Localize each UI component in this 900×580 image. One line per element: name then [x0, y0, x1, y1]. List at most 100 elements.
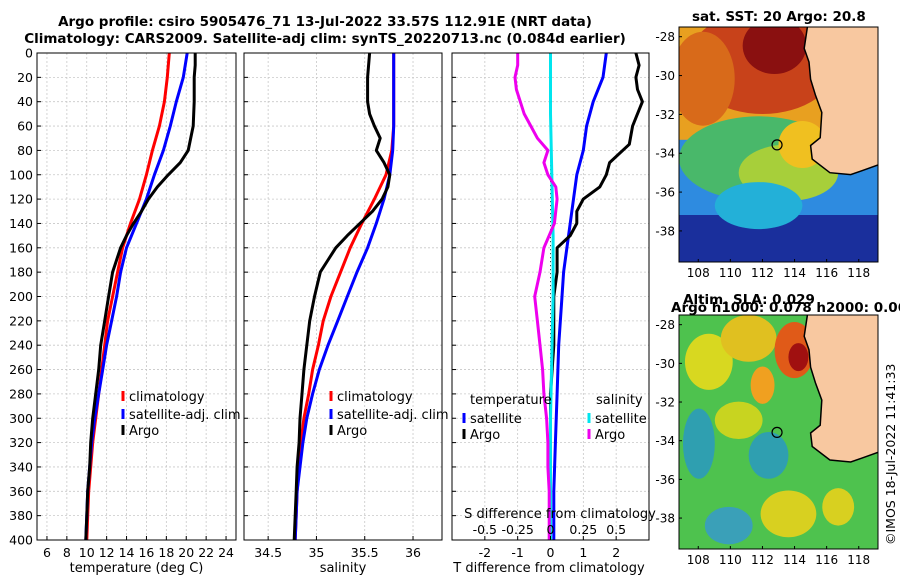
temperature-background — [37, 53, 236, 540]
sla-ytick-label: -38 — [655, 512, 675, 526]
temp-series-climatology — [85, 52, 171, 541]
sst-xtick-label: 112 — [751, 266, 774, 280]
temp-series-argo — [84, 53, 197, 541]
temp-ytick-label: 100 — [9, 167, 33, 182]
temp-ytick-label: 300 — [9, 411, 33, 426]
sal-legend-label: satellite-adj. clim — [337, 408, 449, 423]
temp-ytick-label: 400 — [9, 533, 33, 548]
sla-anomaly-blob — [684, 333, 733, 390]
sla-xtick-label: 116 — [815, 553, 838, 567]
sla-anomaly-blob — [714, 401, 763, 440]
temp-legend-label: satellite-adj. clim — [129, 408, 241, 423]
sla-xtick-label: 114 — [783, 553, 806, 567]
diff-xtick-label: 2 — [612, 545, 620, 560]
sst-xtick-label: 110 — [719, 266, 742, 280]
sal-legend-label: climatology — [337, 390, 413, 405]
sla-base — [679, 315, 878, 549]
temp-xtick-label: 16 — [138, 545, 154, 560]
sst-hot-west — [679, 31, 735, 126]
sst-map-title: sat. SST: 20 Argo: 20.8 — [692, 9, 866, 25]
temp-xtick-label: 20 — [178, 545, 194, 560]
temp-xtick-label: 8 — [63, 545, 71, 560]
sal-xtick-label: 36 — [405, 545, 421, 560]
sla-land — [804, 315, 878, 462]
sst-xtick-label: 114 — [783, 266, 806, 280]
temp-xtick-label: 10 — [79, 545, 95, 560]
sla-xtick-label: 110 — [719, 553, 742, 567]
temp-ytick-label: 200 — [9, 289, 33, 304]
temp-ytick-label: 280 — [9, 386, 33, 401]
sst-hot-core — [686, 27, 839, 114]
temp-ytick-label: 160 — [9, 240, 33, 255]
temp-ytick-label: 320 — [9, 435, 33, 450]
sla-anomaly-blob — [760, 490, 817, 538]
sla-ytick-label: -36 — [655, 473, 675, 487]
sal-xtick-label: 35.5 — [351, 545, 379, 560]
temp-xtick-label: 24 — [218, 545, 234, 560]
temp-xtick-label: 12 — [99, 545, 115, 560]
temp-ytick-label: 0 — [25, 46, 33, 61]
sst-argo-marker — [771, 139, 783, 151]
diff-legend-left-header: temperature — [470, 393, 552, 408]
diff-t-argo — [549, 52, 644, 540]
sst-xtick-label: 118 — [847, 266, 870, 280]
salinity-background — [244, 53, 442, 540]
diff-s-tick-label: 0 — [547, 522, 555, 537]
difference-frame — [451, 52, 650, 541]
sst-panel: 108 110 112 114 116 118 -28 -30 -32 -34 -36 -38 — [655, 26, 879, 280]
sal-xtick-label: 35 — [308, 545, 324, 560]
temp-ytick-label: 260 — [9, 362, 33, 377]
temp-ytick-label: 80 — [17, 143, 33, 158]
diff-s-tick-label: -0.25 — [501, 522, 533, 537]
sal-series-argo — [292, 52, 392, 541]
temp-series-satellite — [84, 52, 189, 541]
diff-xtick-label: -2 — [479, 545, 491, 560]
diff-s-tick-label: 0.25 — [569, 522, 597, 537]
temperature-frame — [36, 52, 237, 541]
temp-ytick-label: 140 — [9, 216, 33, 231]
sst-yellow-patch — [738, 144, 839, 201]
sst-ytick-label: -32 — [655, 108, 675, 122]
temp-ytick-label: 220 — [9, 313, 33, 328]
sal-xlabel: salinity — [320, 561, 367, 576]
diff-s-axis-label: S difference from climatology — [464, 507, 656, 522]
sla-ytick-label: -32 — [655, 396, 675, 410]
sla-xtick-label: 118 — [847, 553, 870, 567]
sst-ytick-label: -34 — [655, 147, 675, 161]
sla-panel: 108 110 112 114 116 118 -28 -30 -32 -34 -36 -38 — [655, 314, 879, 567]
temp-ytick-label: 360 — [9, 484, 33, 499]
sst-ytick-label: -38 — [655, 224, 675, 238]
diff-s-tick-label: -0.5 — [473, 522, 497, 537]
diff-s-tick-label: 0.5 — [606, 522, 626, 537]
sal-series-climatology — [293, 53, 396, 541]
sst-warm-patch — [778, 121, 827, 168]
diff-legend-label: satellite — [470, 412, 522, 427]
sst-land — [804, 27, 878, 175]
sst-ytick-label: -36 — [655, 186, 675, 200]
sal-legend-label: Argo — [337, 424, 367, 439]
sal-xtick-label: 34.5 — [254, 545, 282, 560]
sst-field — [679, 27, 878, 262]
sla-xtick-label: 112 — [751, 553, 774, 567]
sst-xtick-label: 116 — [815, 266, 838, 280]
diff-t-satellite — [552, 52, 608, 540]
salinity-frame — [243, 52, 443, 541]
sla-ytick-label: -30 — [655, 357, 675, 371]
temp-ytick-label: 20 — [17, 70, 33, 85]
sla-argo-marker — [771, 426, 783, 438]
sla-map-title: Altim. SLA: 0.029 — [683, 292, 815, 308]
sst-xtick-label: 108 — [687, 266, 710, 280]
diff-legend: temperature salinitysatelliteArgosatellit… — [462, 393, 647, 443]
diff-legend-right-header: salinity — [596, 393, 643, 408]
temp-ytick-label: 120 — [9, 192, 33, 207]
sla-anomaly-blob — [682, 408, 715, 479]
sst-hottest — [742, 27, 807, 74]
sla-anomaly-blob — [748, 432, 789, 479]
sla-anomaly-blob — [822, 488, 855, 526]
sla-anomaly-blob — [788, 343, 809, 372]
sla-ytick-label: -28 — [655, 318, 675, 332]
diff-xtick-label: 1 — [579, 545, 587, 560]
